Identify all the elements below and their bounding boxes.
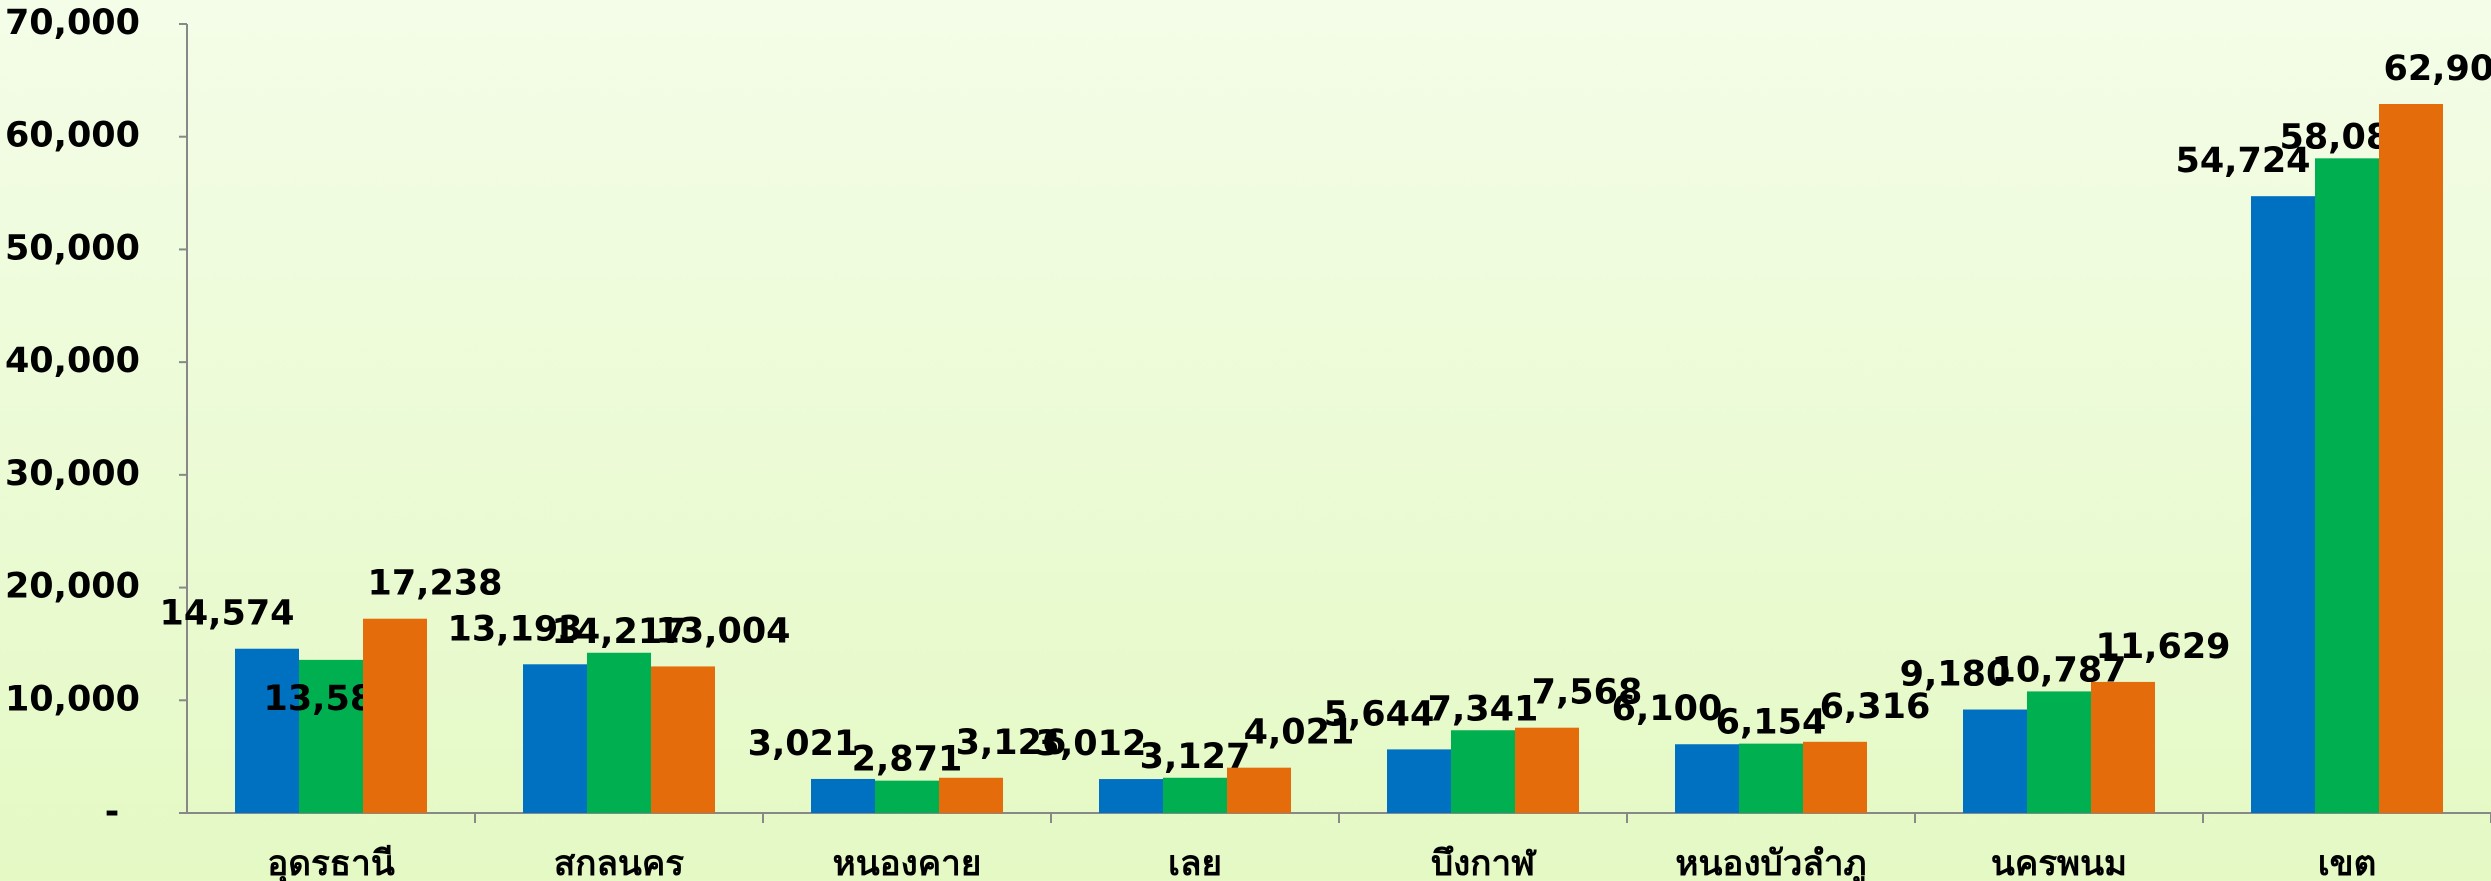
- x-tick-label: เลย: [1168, 844, 1222, 881]
- data-label: 14,574: [159, 594, 294, 634]
- bar: [1099, 779, 1163, 813]
- y-tick-label: -: [105, 792, 120, 832]
- y-tick-label: 50,000: [5, 228, 140, 268]
- data-label: 3,021: [748, 724, 859, 764]
- x-tick-label: อุดรธานี: [267, 844, 395, 881]
- data-label: 17,238: [367, 564, 502, 604]
- x-tick-label: สกลนคร: [554, 844, 684, 881]
- bar: [1739, 743, 1803, 813]
- data-label: 6,154: [1716, 703, 1827, 743]
- data-label: 54,724: [2175, 141, 2310, 181]
- bar: [2251, 196, 2315, 813]
- bar: [1675, 744, 1739, 813]
- data-label: 7,568: [1532, 673, 1643, 713]
- bar: [811, 778, 875, 813]
- bar: [1515, 727, 1579, 813]
- y-tick-label: 40,000: [5, 341, 140, 381]
- data-label: 3,126: [956, 723, 1067, 763]
- data-label: 5,644: [1324, 694, 1435, 734]
- y-tick-label: 70,000: [5, 3, 140, 43]
- data-label: 13,004: [655, 611, 790, 651]
- bar: [2379, 104, 2443, 814]
- bar: [523, 664, 587, 813]
- bar: [1803, 741, 1867, 813]
- data-label: 14,217: [551, 612, 686, 652]
- x-tick-label: หนองคาย: [833, 844, 982, 881]
- data-label: 7,341: [1428, 689, 1539, 729]
- data-label: 3,012: [1036, 724, 1147, 764]
- bar: [1963, 709, 2027, 813]
- y-tick-label: 60,000: [5, 116, 140, 156]
- data-label: 9,180: [1900, 655, 2011, 695]
- y-tick-label: 30,000: [5, 454, 140, 494]
- data-label: 13,193: [447, 609, 582, 649]
- data-label: 6,100: [1612, 689, 1723, 729]
- bar: [1387, 749, 1451, 813]
- x-tick-label: บึงกาฬ: [1431, 844, 1537, 881]
- bar: [587, 652, 651, 813]
- bar: [299, 659, 363, 813]
- y-tick-label: 10,000: [5, 679, 140, 719]
- data-label: 11,629: [2095, 627, 2230, 667]
- bar: [235, 648, 299, 813]
- data-label: 62,902: [2383, 49, 2491, 89]
- data-label: 2,871: [852, 740, 963, 780]
- bar: [939, 777, 1003, 813]
- bar: [2091, 681, 2155, 813]
- bar: [1451, 730, 1515, 813]
- bar: [2027, 691, 2091, 813]
- data-label: 4,021: [1244, 713, 1355, 753]
- bar: [2315, 158, 2379, 814]
- x-tick-label: หนองบัวลำภู: [1675, 844, 1866, 881]
- bar: [875, 780, 939, 813]
- x-tick-label: นครพนม: [1991, 844, 2127, 881]
- data-label: 6,316: [1820, 687, 1931, 727]
- bar: [1227, 767, 1291, 813]
- bar: [1163, 777, 1227, 813]
- x-tick-label: เขต: [2318, 844, 2377, 881]
- bar: [651, 666, 715, 813]
- bar: [363, 618, 427, 813]
- y-tick-label: 20,000: [5, 567, 140, 607]
